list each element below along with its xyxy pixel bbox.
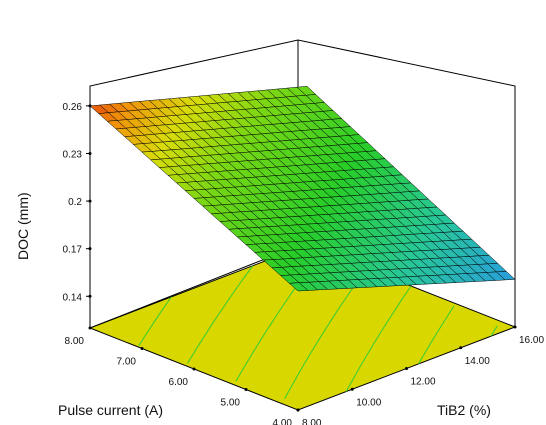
y-tick-dot [192, 367, 196, 371]
y-tick-label: 7.00 [117, 357, 137, 368]
z-tick-label: 0.14 [63, 292, 83, 303]
floor-contour-line [418, 305, 455, 365]
y-tick-label: 6.00 [169, 377, 189, 388]
z-axis-title: DOC (mm) [15, 192, 31, 260]
z-tick-dot [88, 151, 92, 155]
x-tick-label: 10.00 [356, 397, 381, 408]
y-tick-label: 8.00 [65, 336, 85, 347]
x-tick-dot [513, 325, 517, 329]
y-tick-dot [244, 388, 248, 391]
z-tick-label: 0.2 [68, 197, 82, 208]
x-tick-dot [459, 346, 463, 350]
x-tick-label: 16.00 [519, 335, 544, 346]
floor-contour-line [345, 285, 412, 392]
z-tick-dot [88, 294, 92, 298]
floor-contour-line [187, 265, 254, 364]
z-tick-dot [88, 104, 92, 108]
tick-labels: 0.14 0.17 0.2 0.23 0.26 4.00 5.00 6.00 7.00 8.00 8… [63, 102, 545, 425]
x-tick-dot [405, 367, 408, 370]
x-tick-label: 8.00 [302, 418, 322, 425]
y-tick-dot [140, 347, 144, 350]
box-front-frame [89, 86, 516, 328]
tick-marks [86, 104, 517, 412]
floor-contour-line [284, 271, 365, 400]
x-tick-dot [296, 408, 300, 412]
floor-contour-line [490, 325, 498, 337]
z-tick-label: 0.26 [63, 102, 83, 113]
z-tick-label: 0.23 [63, 149, 83, 160]
z-tick-dot [88, 199, 92, 203]
x-tick-dot [350, 387, 354, 391]
y-tick-label: 5.00 [221, 398, 241, 409]
y-axis-title: Pulse current (A) [58, 402, 163, 418]
floor-contour-line [138, 296, 172, 346]
y-tick-dot [88, 326, 92, 330]
response-surface [89, 86, 516, 292]
x-tick-label: 14.00 [465, 356, 490, 367]
x-tick-label: 12.00 [411, 377, 436, 388]
z-tick-dot [88, 247, 92, 251]
y-tick-label: 4.00 [273, 418, 293, 425]
x-axis-title: TiB2 (%) [437, 402, 491, 418]
z-tick-label: 0.17 [63, 245, 83, 256]
